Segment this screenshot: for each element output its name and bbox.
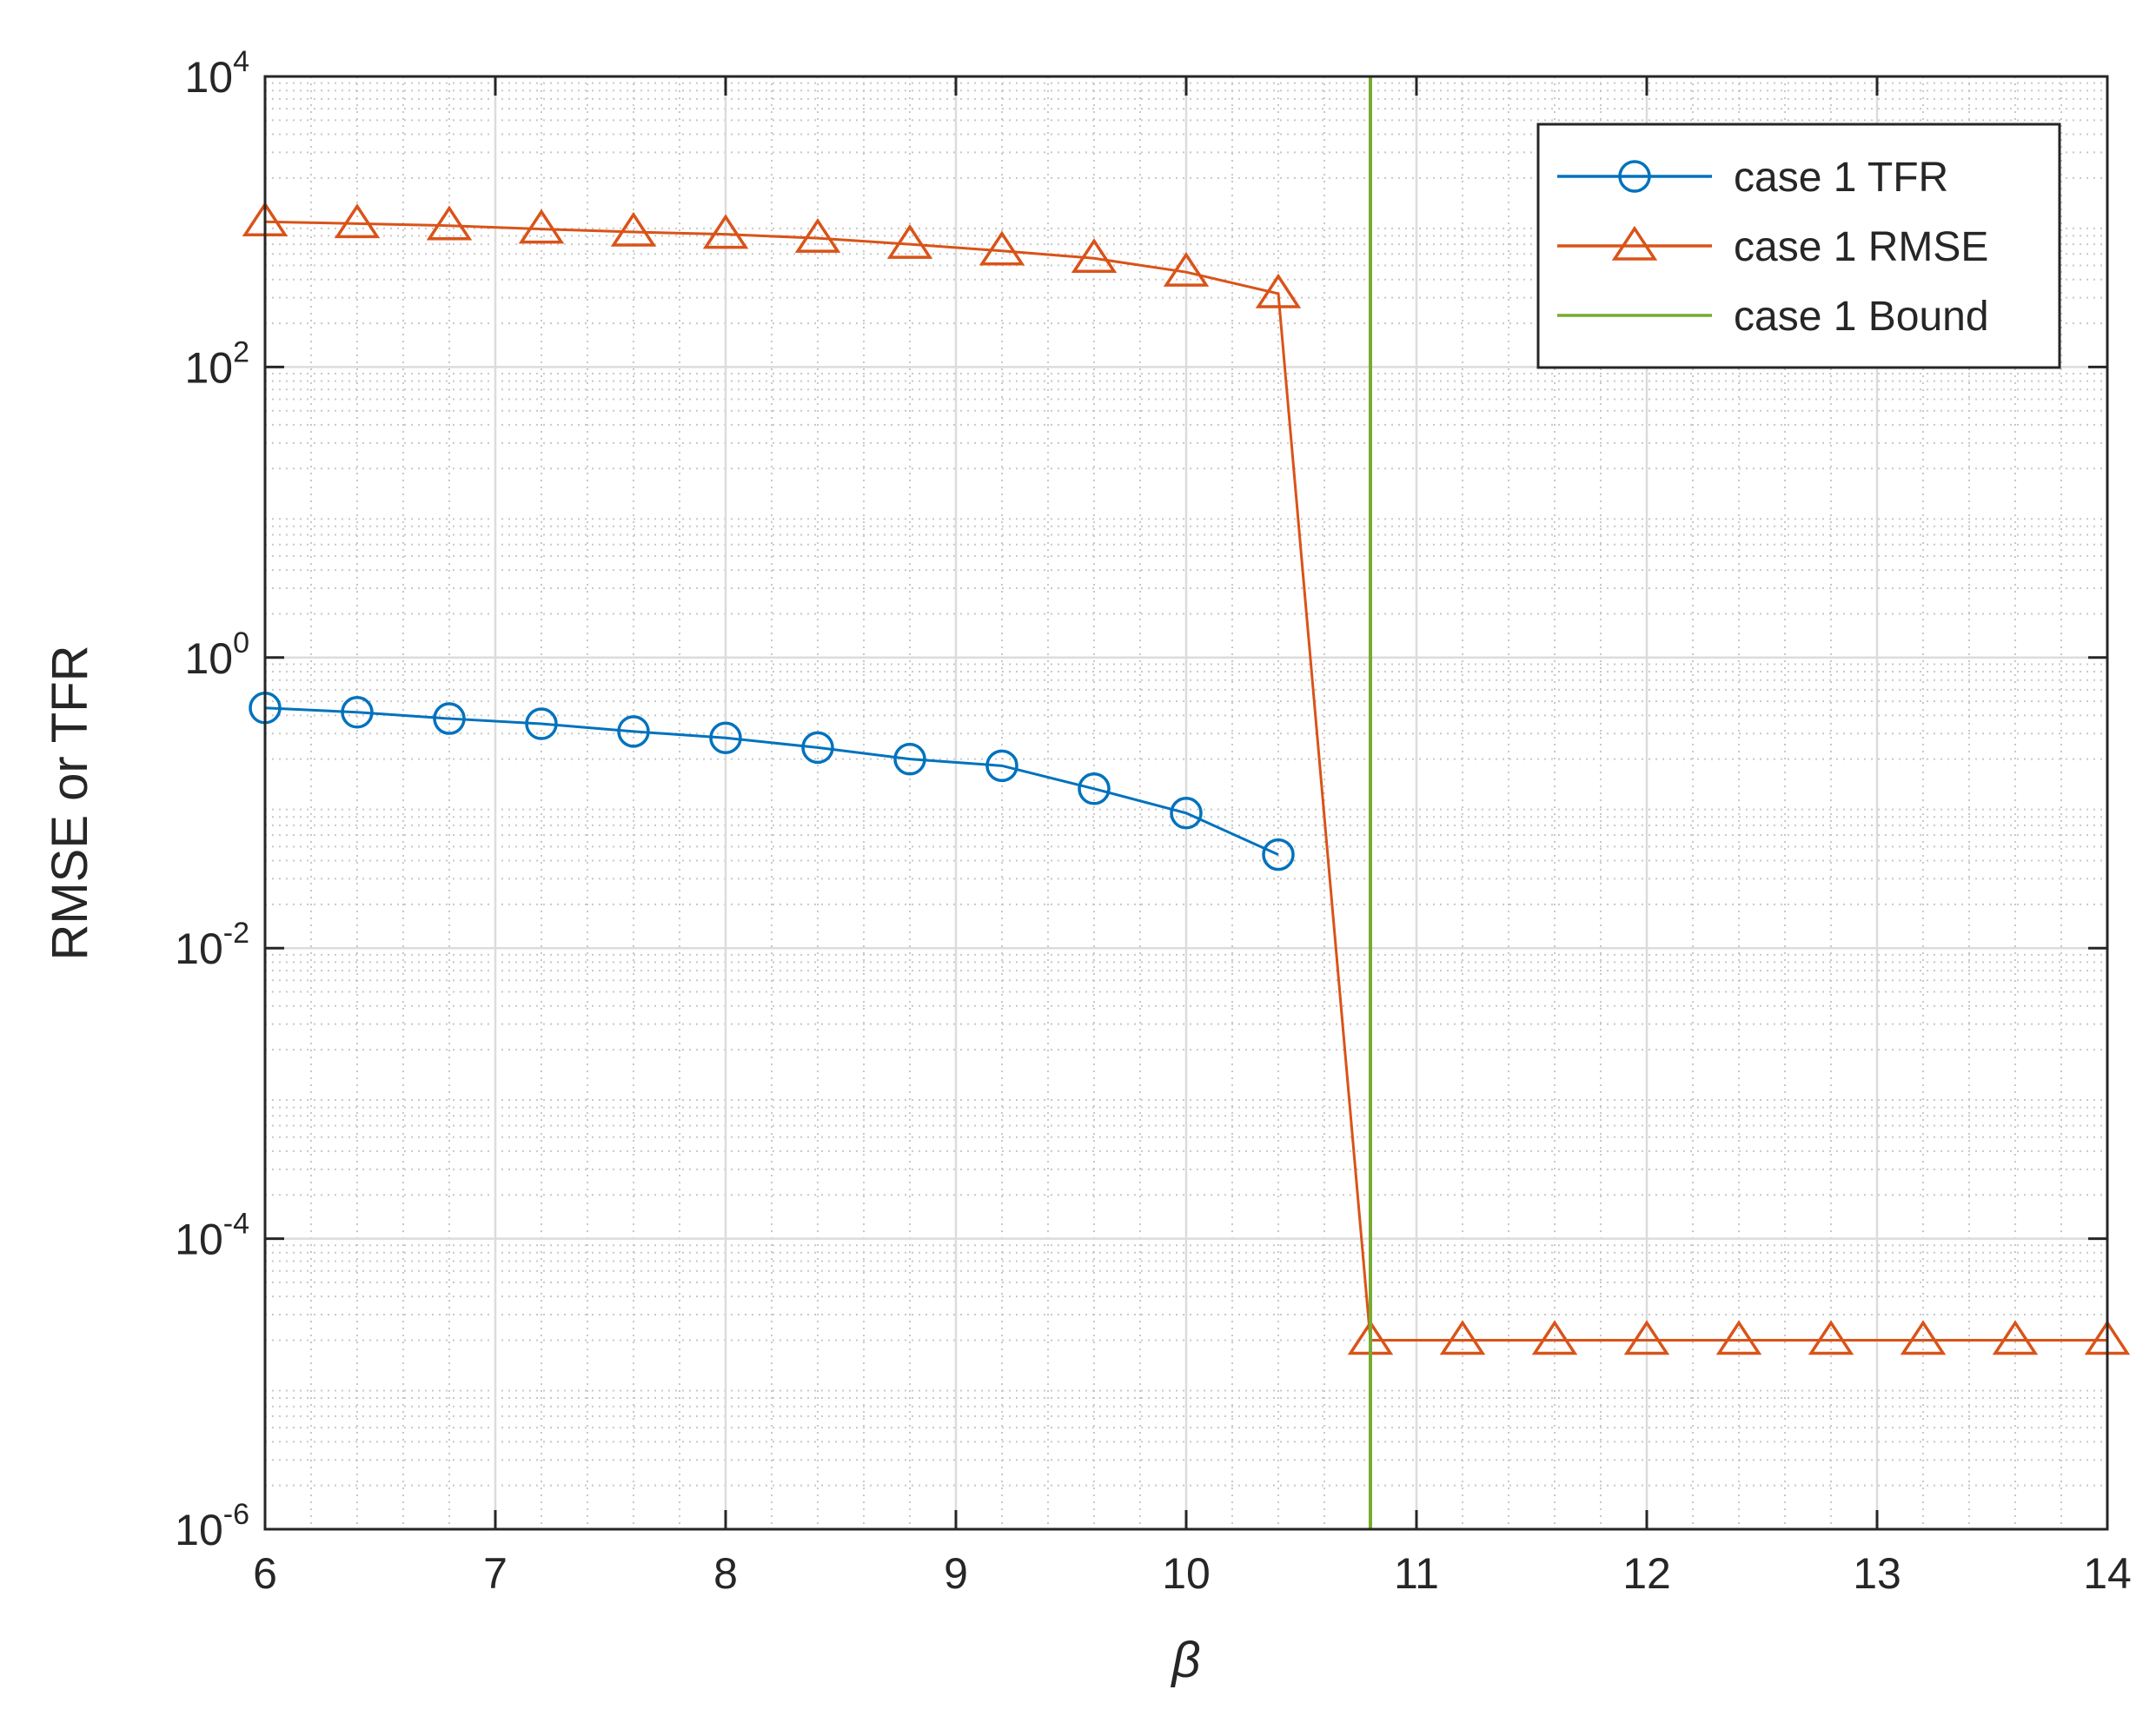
data-point	[1262, 838, 1295, 871]
y-tick-label: 102	[184, 335, 249, 392]
x-tick-label: 7	[483, 1549, 507, 1598]
data-point	[702, 214, 749, 249]
x-tick-label: 8	[713, 1549, 738, 1598]
legend-label: case 1 RMSE	[1734, 224, 1988, 270]
y-tick-label: 10-6	[175, 1498, 249, 1554]
data-point	[801, 731, 834, 765]
x-tick-label: 9	[944, 1549, 968, 1598]
legend-label: case 1 TFR	[1734, 155, 1948, 201]
data-point	[1531, 1320, 1578, 1355]
x-tick-label: 6	[253, 1549, 277, 1598]
data-point	[1439, 1320, 1486, 1355]
y-axis-label: RMSE or TFR	[42, 645, 98, 960]
data-point	[985, 749, 1018, 783]
data-point	[1623, 1320, 1670, 1355]
series-2	[242, 202, 2131, 1355]
data-point	[1170, 797, 1203, 830]
y-tick-labels: 10-6 10-4 10-2 100 102 104	[175, 45, 249, 1554]
y-tick-label: 10-4	[175, 1208, 249, 1264]
data-point	[525, 707, 558, 740]
data-point	[1900, 1320, 1947, 1355]
x-axis-label: β	[1170, 1632, 1200, 1688]
data-point	[1808, 1320, 1854, 1355]
data-point	[341, 696, 374, 729]
y-tick-label: 10-2	[175, 917, 249, 973]
data-point	[1078, 772, 1111, 805]
legend: case 1 TFR case 1 RMSE case 1 Bound	[1536, 123, 2061, 369]
data-point	[617, 715, 650, 748]
data-point	[1255, 273, 1302, 308]
y-tick-label: 100	[184, 626, 249, 683]
data-point	[1071, 238, 1118, 274]
data-point	[433, 702, 466, 735]
data-point	[610, 211, 657, 247]
data-point	[426, 205, 473, 241]
plot-content	[242, 76, 2131, 1529]
x-tick-label: 10	[1162, 1549, 1211, 1598]
data-point	[1163, 251, 1210, 287]
data-point	[893, 742, 926, 776]
legend-label: case 1 Bound	[1734, 294, 1989, 340]
data-point	[1992, 1320, 2039, 1355]
x-tick-label: 14	[2083, 1549, 2132, 1598]
data-point	[794, 217, 841, 253]
legend-swatch-marker	[1611, 225, 1658, 261]
x-tick-label: 13	[1853, 1549, 1901, 1598]
data-point	[1715, 1320, 1762, 1355]
data-point	[978, 230, 1025, 266]
series-1	[249, 692, 1295, 871]
x-tick-labels: 6 7 8 9 10 11 12 13 14	[253, 1549, 2132, 1598]
data-point	[709, 721, 742, 754]
data-point	[334, 203, 381, 239]
data-point	[886, 223, 933, 259]
y-tick-label: 104	[184, 45, 249, 102]
data-point	[518, 209, 565, 244]
axis-ticks	[263, 75, 2109, 1531]
x-tick-label: 11	[1394, 1549, 1439, 1598]
legend-swatch-marker	[1618, 160, 1651, 193]
x-tick-label: 12	[1622, 1549, 1671, 1598]
series-line	[264, 220, 2107, 1342]
minor-grid	[265, 76, 2107, 1529]
